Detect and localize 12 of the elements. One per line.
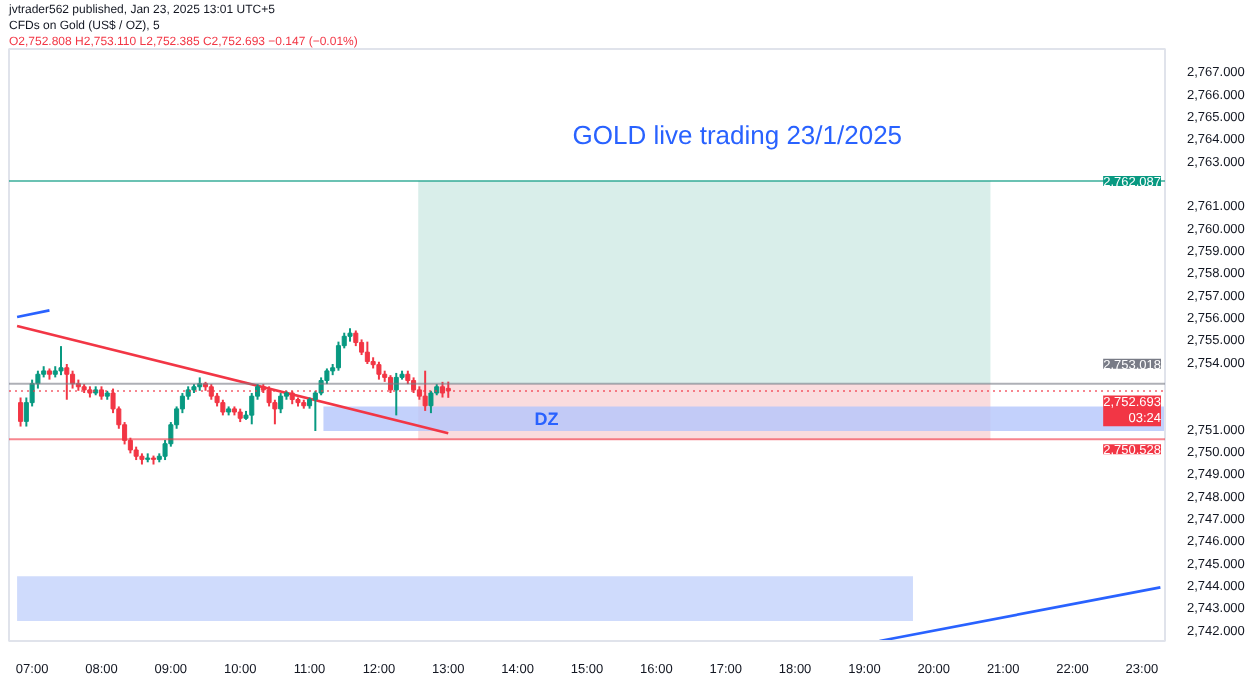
- candlestick: [364, 340, 370, 365]
- candlestick: [278, 392, 284, 415]
- candlestick: [393, 371, 399, 417]
- candlestick: [335, 340, 341, 372]
- candlestick: [428, 389, 434, 415]
- candlestick: [64, 362, 70, 401]
- candlestick: [18, 396, 24, 428]
- candlestick: [249, 392, 255, 426]
- candlestick: [422, 369, 428, 412]
- annotation: DZ: [534, 409, 560, 429]
- text: GOLD live trading 23/1/2025: [572, 119, 903, 150]
- candlestick: [58, 345, 64, 377]
